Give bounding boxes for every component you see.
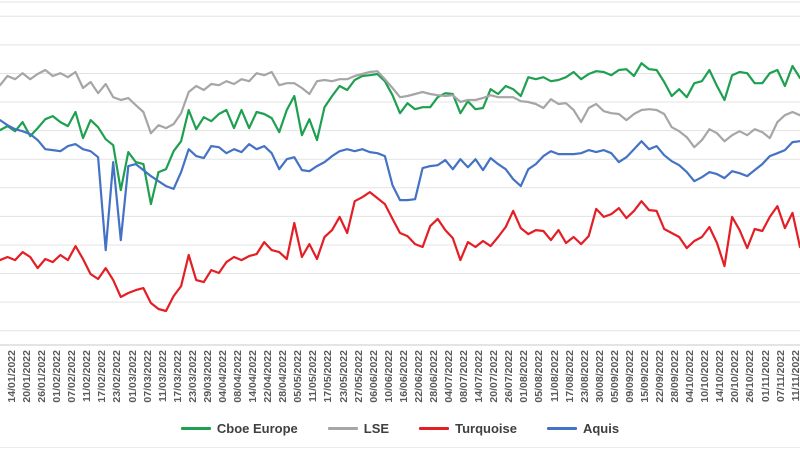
x-axis-label: 08/07/2022 bbox=[458, 350, 471, 403]
plot-area bbox=[0, 1, 800, 346]
x-axis-label: 23/08/2022 bbox=[578, 350, 591, 403]
x-axis-label: 11/03/2022 bbox=[156, 350, 169, 402]
x-axis-label: 14/07/2022 bbox=[473, 350, 486, 403]
x-axis-label: 01/11/2022 bbox=[759, 350, 772, 402]
legend-item-aquis: Aquis bbox=[546, 421, 620, 436]
legend-label: Turquoise bbox=[455, 421, 517, 436]
x-axis-label: 10/06/2022 bbox=[382, 350, 395, 403]
legend-line-swatch-gray bbox=[327, 427, 358, 430]
x-axis-label: 08/04/2022 bbox=[232, 350, 245, 403]
x-axis-label: 15/09/2022 bbox=[638, 350, 651, 403]
series-line-lse bbox=[0, 68, 800, 149]
x-axis-label: 05/05/2022 bbox=[292, 350, 305, 403]
legend: Cboe Europe LSE Turquoise Aquis bbox=[0, 421, 800, 436]
x-axis-label: 01/08/2022 bbox=[518, 350, 531, 403]
x-axis-label: 05/08/2022 bbox=[533, 350, 546, 403]
x-axis-label: 05/09/2022 bbox=[608, 350, 621, 403]
x-axis-label: 20/07/2022 bbox=[488, 350, 501, 403]
x-axis-label: 29/03/2022 bbox=[201, 350, 214, 403]
legend-label: Aquis bbox=[582, 421, 620, 436]
x-axis-label: 26/10/2022 bbox=[744, 350, 757, 403]
x-axis-label: 22/04/2022 bbox=[262, 350, 275, 403]
legend-line-swatch-blue bbox=[546, 427, 577, 430]
x-axis-label: 14/04/2022 bbox=[247, 350, 260, 403]
x-axis-label: 11/08/2022 bbox=[548, 350, 561, 402]
x-axis-labels: 14/01/2022 20/01/2022 26/01/2022 01/02/2022… bbox=[0, 0, 800, 403]
x-axis-label: 17/05/2022 bbox=[322, 350, 335, 403]
legend-label: Cboe Europe bbox=[216, 421, 298, 436]
x-axis-label: 09/09/2022 bbox=[623, 350, 636, 403]
x-axis-label: 30/08/2022 bbox=[593, 350, 606, 403]
x-axis-label: 28/04/2022 bbox=[277, 350, 290, 403]
x-axis-label: 22/06/2022 bbox=[412, 350, 425, 403]
x-axis-label: 14/01/2022 bbox=[6, 350, 18, 403]
x-axis-label: 27/05/2022 bbox=[352, 350, 365, 403]
x-axis-label: 07/02/2022 bbox=[66, 350, 79, 403]
x-axis-label: 11/11/2022 bbox=[789, 350, 800, 402]
legend-line-swatch-green bbox=[180, 427, 211, 430]
x-axis-label: 16/06/2022 bbox=[397, 350, 410, 403]
x-axis-label: 10/10/2022 bbox=[699, 350, 712, 403]
x-axis-label: 17/02/2022 bbox=[96, 350, 109, 403]
legend-line-swatch-red bbox=[419, 427, 450, 430]
x-axis-label: 22/09/2022 bbox=[654, 350, 666, 403]
x-axis-label: 04/04/2022 bbox=[216, 350, 229, 403]
x-axis-label: 17/08/2022 bbox=[563, 350, 576, 403]
x-axis-label: 14/10/2022 bbox=[714, 350, 727, 403]
x-axis-label: 06/06/2022 bbox=[367, 350, 380, 403]
x-axis-label: 04/07/2022 bbox=[443, 350, 456, 403]
x-axis-label: 28/06/2022 bbox=[427, 350, 440, 403]
x-axis-label: 01/02/2022 bbox=[51, 350, 64, 403]
legend-item-lse: LSE bbox=[327, 421, 390, 436]
x-axis-label: 11/05/2022 bbox=[307, 350, 320, 402]
series-line-aquis bbox=[0, 118, 800, 252]
x-axis-label: 23/03/2022 bbox=[186, 350, 199, 403]
x-axis-label: 04/10/2022 bbox=[684, 350, 697, 403]
chart-bottom-border bbox=[0, 447, 800, 448]
x-axis-label: 07/11/2022 bbox=[774, 350, 787, 402]
x-axis-label: 20/01/2022 bbox=[21, 350, 34, 403]
series-line-cboe-europe bbox=[0, 62, 800, 206]
x-axis-label: 23/05/2022 bbox=[337, 350, 350, 403]
legend-label: LSE bbox=[363, 421, 390, 436]
x-axis-label: 01/03/2022 bbox=[126, 350, 139, 403]
x-axis-label: 28/09/2022 bbox=[669, 350, 682, 403]
x-axis-label: 17/03/2022 bbox=[171, 350, 184, 403]
x-axis-label: 23/02/2022 bbox=[111, 350, 124, 403]
legend-item-cboe-europe: Cboe Europe bbox=[180, 421, 298, 436]
legend-item-turquoise: Turquoise bbox=[419, 421, 517, 436]
x-axis-label: 07/03/2022 bbox=[141, 350, 154, 403]
x-axis-label: 20/10/2022 bbox=[729, 350, 742, 403]
x-axis-label: 26/07/2022 bbox=[503, 350, 516, 403]
series-line-turquoise bbox=[0, 191, 800, 313]
x-axis-label: 11/02/2022 bbox=[81, 350, 94, 402]
x-axis-label: 26/01/2022 bbox=[36, 350, 49, 403]
